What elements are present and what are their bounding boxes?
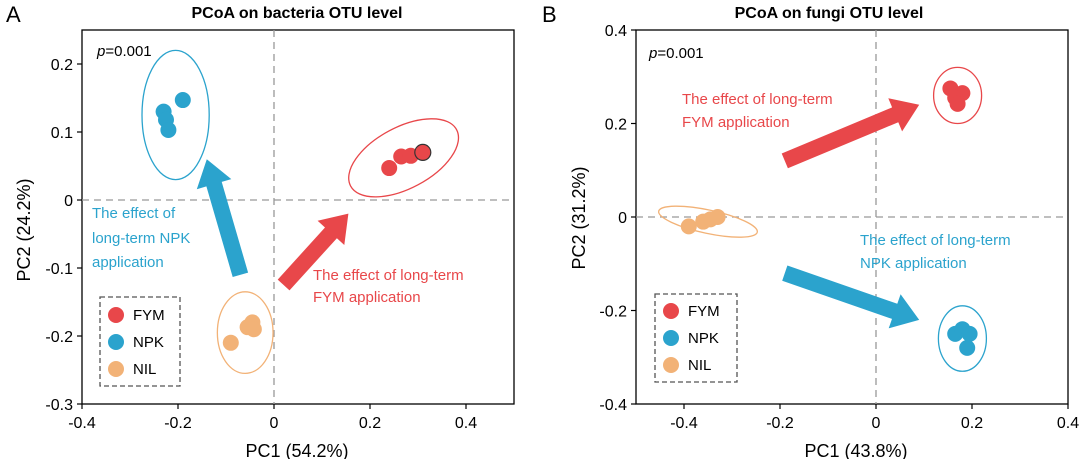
data-point-nil — [245, 321, 262, 338]
legend: FYM NPK NIL — [99, 296, 181, 387]
y-tick-label: -0.4 — [599, 397, 627, 414]
legend-marker-nil — [663, 357, 679, 373]
chart-panel-a: PCoA on bacteria OTU level p=0.001 PC1 (… — [14, 5, 515, 459]
y-tick-label: 0.2 — [51, 57, 73, 74]
arrow-label-npk: The effect of long-term NPK application — [860, 232, 1015, 272]
x-axis-label: PC1 (43.8%) — [804, 441, 907, 459]
confidence-ellipse-npk — [141, 49, 210, 181]
data-point-fym — [381, 160, 398, 177]
confidence-ellipse-nil — [657, 205, 759, 238]
arrow-label-fym: The effect of long-term FYM application — [682, 91, 837, 131]
x-tick-label: -0.4 — [670, 415, 698, 432]
effect-arrow-0 — [781, 98, 920, 169]
data-point-nil — [709, 209, 726, 225]
data-point-npk — [174, 92, 191, 109]
y-tick-label: 0.4 — [605, 23, 627, 40]
x-tick-label: 0.2 — [359, 415, 381, 432]
y-tick-label: 0.2 — [605, 117, 627, 134]
x-tick-label: 0.2 — [961, 415, 983, 432]
data-point-nil — [680, 218, 697, 235]
x-tick-label: -0.4 — [68, 415, 96, 432]
data-point-npk — [160, 121, 177, 138]
chart-title: PCoA on fungi OTU level — [735, 5, 924, 22]
effect-arrow-1 — [782, 265, 920, 329]
y-tick-label: 0 — [618, 210, 627, 227]
x-tick-label: 0 — [270, 415, 279, 432]
x-tick-label: 0 — [872, 415, 881, 432]
confidence-ellipse-fym — [932, 66, 983, 125]
y-tick-label: 0.1 — [51, 125, 73, 142]
legend-marker-npk — [663, 330, 679, 346]
legend-marker-fym — [663, 303, 679, 319]
y-tick-label: -0.3 — [45, 397, 73, 414]
data-point-fym — [949, 95, 966, 112]
panel-letter-a: A — [6, 2, 21, 27]
confidence-ellipse-fym — [348, 118, 460, 198]
confidence-ellipse-nil — [216, 291, 274, 375]
arrow-label-npk: The effect of long-term NPK application — [92, 205, 195, 271]
legend: FYM NPK NIL — [654, 293, 738, 383]
effect-arrow-1 — [277, 213, 349, 291]
p-value-label: p=0.001 — [648, 45, 704, 62]
chart-title: PCoA on bacteria OTU level — [191, 5, 402, 22]
legend-marker-nil — [108, 361, 124, 377]
effect-arrow-0 — [196, 159, 249, 277]
legend-label-npk: NPK — [688, 330, 719, 347]
p-value-label: p=0.001 — [96, 43, 152, 60]
y-axis-label: PC2 (31.2%) — [569, 166, 589, 269]
y-tick-label: -0.2 — [599, 304, 627, 321]
legend-label-nil: NIL — [133, 361, 156, 378]
x-tick-label: 0.4 — [1057, 415, 1079, 432]
arrow-label-fym: The effect of long-term FYM application — [313, 267, 468, 306]
legend-label-npk: NPK — [133, 334, 164, 351]
data-point-fym — [414, 143, 432, 161]
x-tick-label: 0.4 — [455, 415, 477, 432]
y-tick-label: 0 — [64, 193, 73, 210]
legend-box — [654, 293, 738, 383]
y-axis-label: PC2 (24.2%) — [14, 178, 34, 281]
y-tick-label: -0.1 — [45, 261, 73, 278]
data-point-npk — [961, 325, 978, 342]
legend-marker-fym — [108, 307, 124, 323]
x-tick-label: -0.2 — [766, 415, 794, 432]
data-point-nil — [222, 334, 239, 351]
legend-marker-npk — [108, 334, 124, 350]
x-tick-label: -0.2 — [164, 415, 192, 432]
chart-panel-b: PCoA on fungi OTU level p=0.001 PC1 (43.… — [569, 5, 1079, 459]
legend-label-fym: FYM — [133, 307, 165, 324]
panel-letter-b: B — [542, 2, 557, 27]
legend-label-nil: NIL — [688, 357, 711, 374]
data-point-npk — [959, 339, 976, 356]
confidence-ellipse-npk — [937, 305, 988, 372]
y-tick-label: -0.2 — [45, 329, 73, 346]
legend-label-fym: FYM — [688, 303, 720, 320]
x-axis-label: PC1 (54.2%) — [245, 441, 348, 459]
plot-frame — [81, 29, 515, 405]
legend-box — [99, 296, 181, 387]
